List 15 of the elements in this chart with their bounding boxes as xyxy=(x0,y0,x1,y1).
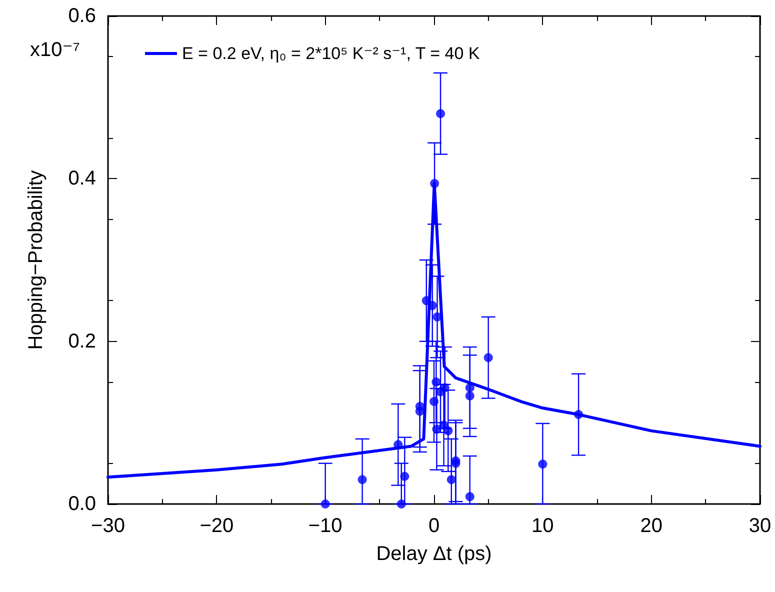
y-axis-title: Hopping−Probability xyxy=(25,170,47,350)
y-tick-label: 0.2 xyxy=(68,330,96,352)
x-tick-label: 0 xyxy=(428,515,440,537)
x-tick-label: 10 xyxy=(532,515,554,537)
y-tick-label: 0.0 xyxy=(68,493,96,515)
x-tick-label: 20 xyxy=(640,515,662,537)
x-tick-label: −10 xyxy=(308,515,342,537)
y-tick-label: 0.4 xyxy=(68,168,96,190)
text: x10⁻⁷ xyxy=(30,39,80,61)
legend-label: E = 0.2 eV, η₀ = 2*10⁵ K⁻² s⁻¹, T = 40 K xyxy=(182,44,480,63)
y-tick-label: 0.6 xyxy=(68,5,96,27)
x-axis-title: Delay Δt (ps) xyxy=(376,543,492,565)
x-tick-label: 30 xyxy=(748,515,772,537)
x-tick-label: −30 xyxy=(91,515,125,537)
x-tick-label: −20 xyxy=(200,515,234,537)
